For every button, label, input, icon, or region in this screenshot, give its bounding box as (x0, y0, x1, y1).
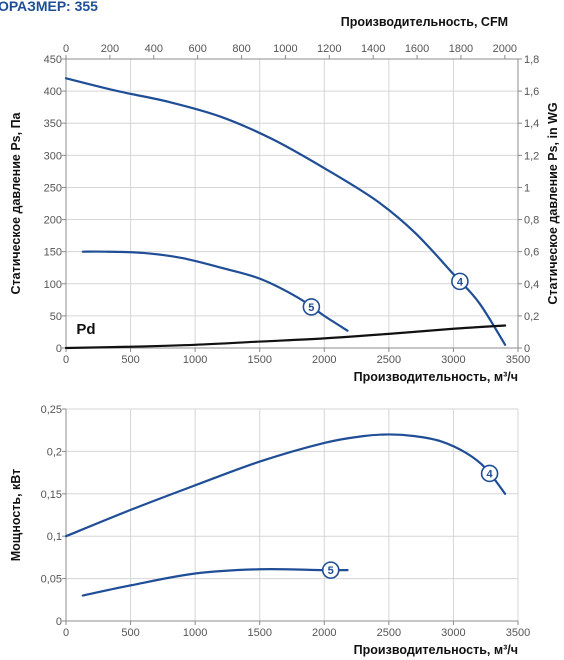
series-pd-label: Pd (76, 321, 95, 338)
series-5-marker (302, 298, 321, 316)
x-tick-label: 1500 (247, 354, 271, 366)
x-tick-label: 500 (121, 627, 139, 639)
top-tick-label: 400 (145, 43, 163, 55)
series-4-marker-label: 4 (487, 468, 494, 480)
y-tick-label: 0,2 (47, 446, 62, 458)
y-tick-label: 0,15 (41, 489, 62, 501)
y-tick-label: 150 (44, 247, 62, 259)
y-tick-label: 250 (44, 182, 62, 194)
right-axis-title: Статическое давление Ps, in WG (546, 102, 560, 304)
series-5-marker-label: 5 (328, 565, 334, 577)
top-tick-label: 0 (63, 43, 69, 55)
top-tick-label: 1800 (449, 43, 473, 55)
y-tick-label: 200 (44, 215, 62, 227)
top-tick-label: 600 (188, 43, 206, 55)
right-tick-label: 0,2 (524, 311, 539, 323)
right-tick-label: 1 (524, 182, 530, 194)
series-5-marker-label: 5 (308, 302, 314, 314)
series-4-marker (480, 464, 499, 483)
x-tick-label: 0 (63, 354, 69, 366)
y-tick-label: 400 (44, 86, 62, 98)
series-4-curve (64, 77, 507, 346)
x-tick-label: 2000 (312, 627, 336, 639)
top-tick-label: 2000 (493, 43, 517, 55)
x-tick-label: 0 (63, 627, 69, 639)
series-5-curve (81, 250, 349, 332)
y-axis-title: Мощность, кВт (9, 469, 23, 562)
x-tick-label: 1000 (183, 354, 207, 366)
x-tick-label: 3500 (506, 627, 530, 639)
series-4-marker (451, 272, 469, 291)
top-tick-label: 1000 (273, 43, 297, 55)
y-tick-label: 0 (56, 616, 62, 628)
x-tick-label: 500 (121, 354, 139, 366)
top-tick-label: 1200 (317, 43, 341, 55)
x-tick-label: 3500 (506, 354, 530, 366)
x-tick-label: 1500 (247, 627, 271, 639)
x-tick-label: 2000 (312, 354, 336, 366)
y-tick-label: 0,1 (47, 531, 62, 543)
top-tick-label: 800 (232, 43, 250, 55)
series-5-curve (81, 568, 349, 597)
page-title: ОРАЗМЕР: 355 (0, 0, 98, 14)
x-tick-label: 3000 (441, 627, 465, 639)
y-tick-label: 100 (44, 279, 62, 291)
series-4-curve (64, 433, 507, 538)
x-axis-title: Производительность, м³/ч (354, 370, 518, 384)
y-tick-label: 0 (56, 343, 62, 355)
right-tick-label: 1,4 (524, 118, 539, 130)
right-tick-label: 1,6 (524, 86, 539, 98)
x-axis-title: Производительность, м³/ч (354, 643, 518, 657)
pressure-chart: 0 500 1000 1500 2000 2500 3000 3500050100150200… (9, 15, 560, 384)
y-tick-label: 450 (44, 54, 62, 66)
x-tick-label: 2500 (377, 354, 401, 366)
series-4-marker-label: 4 (457, 276, 464, 288)
series-pd-curve (64, 324, 507, 350)
right-tick-label: 0 (524, 343, 530, 355)
x-tick-label: 3000 (441, 354, 465, 366)
y-axis-title: Статическое давление Ps, Па (9, 111, 23, 294)
power-chart: 0 500 1000 1500 2000 2500 3000 3500 0 0,05 0,1 0,15… (9, 404, 530, 657)
right-tick-label: 0,4 (524, 279, 539, 291)
right-tick-label: 0,6 (524, 247, 539, 259)
right-tick-label: 1,2 (524, 150, 539, 162)
top-tick-label: 1400 (361, 43, 385, 55)
top-tick-label: 1600 (405, 43, 429, 55)
top-axis-title: Производительность, CFM (341, 15, 508, 29)
y-tick-label: 350 (44, 118, 62, 130)
y-tick-label: 0,05 (41, 574, 62, 586)
series-5-marker (321, 561, 340, 579)
x-tick-label: 1000 (183, 627, 207, 639)
right-tick-label: 0,8 (524, 215, 539, 227)
x-tick-label: 2500 (377, 627, 401, 639)
y-tick-label: 300 (44, 150, 62, 162)
y-tick-label: 50 (50, 311, 62, 323)
right-tick-label: 1,8 (524, 54, 539, 66)
top-tick-label: 200 (101, 43, 119, 55)
y-tick-label: 0,25 (41, 404, 62, 416)
